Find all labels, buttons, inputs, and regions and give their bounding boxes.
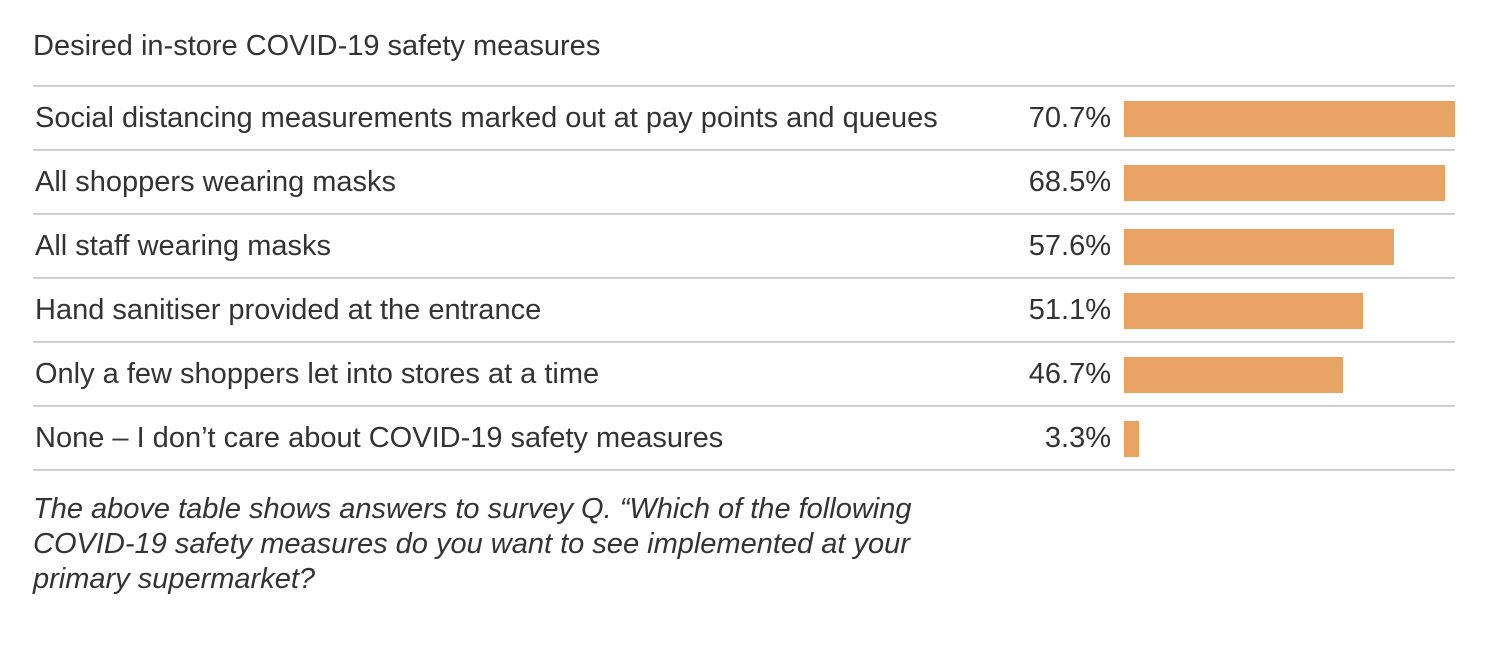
bar xyxy=(1124,101,1455,137)
table-row: None – I don’t care about COVID-19 safet… xyxy=(33,407,1455,471)
row-label: All shoppers wearing masks xyxy=(35,166,397,198)
row-label: None – I don’t care about COVID-19 safet… xyxy=(35,422,724,454)
bar xyxy=(1124,357,1343,393)
table-row: Hand sanitiser provided at the entrance … xyxy=(33,279,1455,343)
bar xyxy=(1124,421,1140,457)
value-label: 3.3% xyxy=(1044,422,1111,454)
bar-track xyxy=(1124,229,1455,265)
value-label: 57.6% xyxy=(1028,230,1111,262)
value-label: 68.5% xyxy=(1028,166,1111,198)
row-label: Social distancing measurements marked ou… xyxy=(35,102,938,134)
table-row: Only a few shoppers let into stores at a… xyxy=(33,343,1455,407)
bar-track xyxy=(1124,293,1455,329)
chart-title: Desired in-store COVID-19 safety measure… xyxy=(33,30,601,62)
value-label: 46.7% xyxy=(1028,358,1111,390)
table-row: All shoppers wearing masks 68.5% xyxy=(33,151,1455,215)
bar xyxy=(1124,293,1364,329)
chart-table: Social distancing measurements marked ou… xyxy=(33,85,1455,471)
bar xyxy=(1124,229,1394,265)
row-label: All staff wearing masks xyxy=(35,230,332,262)
value-label: 70.7% xyxy=(1028,102,1111,134)
bar-track xyxy=(1124,101,1455,137)
table-row: Social distancing measurements marked ou… xyxy=(33,87,1455,151)
chart-note: The above table shows answers to survey … xyxy=(33,493,912,595)
bar-track xyxy=(1124,357,1455,393)
table-row: All staff wearing masks 57.6% xyxy=(33,215,1455,279)
value-label: 51.1% xyxy=(1028,294,1111,326)
row-label: Hand sanitiser provided at the entrance xyxy=(35,294,542,326)
bar xyxy=(1124,165,1445,201)
row-label: Only a few shoppers let into stores at a… xyxy=(35,358,600,390)
bar-track xyxy=(1124,165,1455,201)
bar-track xyxy=(1124,421,1455,457)
